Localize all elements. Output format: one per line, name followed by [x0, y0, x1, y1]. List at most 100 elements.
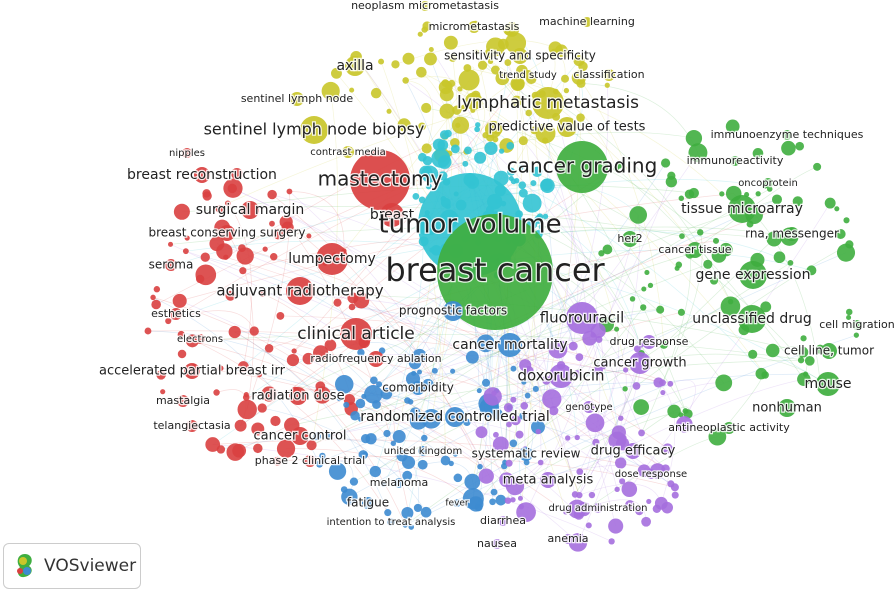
- node-label[interactable]: sensitivity and specificity: [443, 47, 597, 64]
- node-label[interactable]: axilla: [335, 57, 375, 76]
- bubble: [475, 122, 481, 128]
- node-label[interactable]: cancer tissue: [657, 242, 733, 258]
- node-label[interactable]: cancer growth: [592, 354, 688, 372]
- node-label[interactable]: tumor volume: [377, 208, 563, 241]
- node-label[interactable]: phase 2 clinical trial: [254, 453, 367, 469]
- node-label[interactable]: genotype: [564, 401, 614, 415]
- node-label[interactable]: mastectomy: [316, 165, 443, 192]
- node-label[interactable]: breast cancer: [384, 250, 607, 291]
- node-label[interactable]: cell migration: [818, 317, 896, 333]
- bubble: [515, 430, 524, 439]
- node-label[interactable]: doxorubicin: [516, 365, 606, 386]
- node-label[interactable]: micrometastasis: [427, 19, 520, 35]
- node-label[interactable]: nausea: [476, 536, 518, 552]
- node-label[interactable]: esthetics: [150, 306, 202, 322]
- bubble: [349, 87, 355, 93]
- node-label[interactable]: neoplasm micrometastasis: [350, 0, 501, 13]
- node-label[interactable]: accelerated partial breast irr: [98, 362, 287, 380]
- node-label[interactable]: lumpectomy: [287, 250, 377, 269]
- bubble: [632, 382, 641, 390]
- node-label[interactable]: telangiectasia: [152, 418, 232, 434]
- bubble: [376, 381, 383, 388]
- node-label[interactable]: fluorouracil: [538, 307, 625, 328]
- bubble: [795, 141, 805, 151]
- node: [394, 478, 404, 488]
- node-label[interactable]: sentinel lymph node: [240, 91, 355, 107]
- bubble: [383, 429, 391, 438]
- node-label[interactable]: meta analysis: [502, 471, 595, 489]
- node: [182, 148, 192, 158]
- node: [195, 334, 205, 344]
- node-label[interactable]: nonhuman: [751, 399, 823, 417]
- node-label[interactable]: adjuvant radiotherapy: [215, 280, 385, 301]
- node-label[interactable]: mastalgia: [155, 393, 212, 409]
- node-label[interactable]: cancer grading: [505, 152, 658, 179]
- node-label[interactable]: cell line, tumor: [783, 342, 876, 359]
- node-label[interactable]: oncoprotein: [737, 177, 799, 191]
- bubble: [585, 522, 592, 529]
- bubble: [302, 352, 315, 365]
- node-label[interactable]: immunoreactivity: [685, 153, 785, 169]
- node-label[interactable]: drug administration: [547, 502, 648, 516]
- node-label[interactable]: gene expression: [694, 266, 811, 285]
- node-label[interactable]: sentinel lymph node biopsy: [202, 118, 425, 140]
- node-label[interactable]: anemia: [546, 531, 590, 547]
- node-label[interactable]: drug efficacy: [589, 442, 677, 460]
- node-label[interactable]: intention to treat analysis: [325, 516, 456, 530]
- bubble: [511, 95, 523, 107]
- node-label[interactable]: fever: [444, 497, 470, 510]
- edge: [513, 152, 699, 400]
- node-label[interactable]: melanoma: [369, 475, 430, 491]
- node-label[interactable]: breast reconstruction: [126, 166, 278, 185]
- node-label[interactable]: machine learning: [538, 14, 636, 30]
- node-label[interactable]: her2: [616, 231, 644, 247]
- bubble: [474, 151, 487, 164]
- node-label[interactable]: radiofrequency ablation: [309, 351, 443, 367]
- bubble: [667, 404, 681, 419]
- node-label[interactable]: drug response: [608, 334, 690, 350]
- node: [512, 48, 528, 64]
- node-label[interactable]: electrons: [176, 333, 225, 347]
- node-label[interactable]: mouse: [803, 375, 852, 394]
- bubble: [325, 432, 333, 440]
- node-label[interactable]: seroma: [147, 256, 194, 273]
- node-label[interactable]: surgical margin: [195, 201, 306, 220]
- bubble: [602, 244, 613, 255]
- node-label[interactable]: diarrhea: [479, 513, 527, 529]
- edge: [320, 342, 416, 364]
- node-label[interactable]: classification: [572, 67, 646, 83]
- vosviewer-logo[interactable]: VOSviewer: [3, 543, 141, 589]
- node-label[interactable]: predictive value of tests: [487, 118, 647, 136]
- bubble: [452, 451, 458, 457]
- node-label[interactable]: breast: [369, 206, 416, 225]
- edge: [365, 188, 770, 439]
- node-label[interactable]: cancer mortality: [451, 336, 569, 355]
- node-label[interactable]: lymphatic metastasis: [456, 92, 641, 115]
- edge: [349, 252, 847, 498]
- bubble: [450, 144, 460, 154]
- node-label[interactable]: comorbidity: [381, 379, 455, 396]
- node-label[interactable]: cancer control: [252, 427, 348, 445]
- node-label[interactable]: trend study: [498, 69, 558, 83]
- node-label[interactable]: systematic review: [470, 445, 582, 462]
- node-label[interactable]: breast conserving surgery: [147, 224, 307, 241]
- bubble: [614, 486, 620, 492]
- node-label[interactable]: dose response: [614, 468, 689, 482]
- bubble: [291, 348, 297, 354]
- node-label[interactable]: randomized controlled trial: [359, 408, 551, 427]
- node-label[interactable]: tissue microarray: [680, 200, 804, 219]
- node-label[interactable]: rna, messenger: [744, 225, 840, 242]
- node-label[interactable]: unclassified drug: [691, 310, 813, 329]
- node-label[interactable]: prognostic factors: [398, 302, 509, 319]
- bubble: [402, 52, 415, 65]
- node-label[interactable]: fatigue: [346, 494, 391, 511]
- node-label[interactable]: immunoenzyme techniques: [709, 127, 865, 143]
- edge: [448, 132, 479, 183]
- node-label[interactable]: united kingdom: [382, 445, 463, 459]
- node-label[interactable]: clinical article: [296, 323, 416, 346]
- node-label[interactable]: radiation dose: [250, 387, 346, 405]
- node-label[interactable]: contrast media: [309, 146, 387, 160]
- node-label[interactable]: nipples: [168, 147, 206, 161]
- node-label[interactable]: antineoplastic activity: [667, 420, 792, 436]
